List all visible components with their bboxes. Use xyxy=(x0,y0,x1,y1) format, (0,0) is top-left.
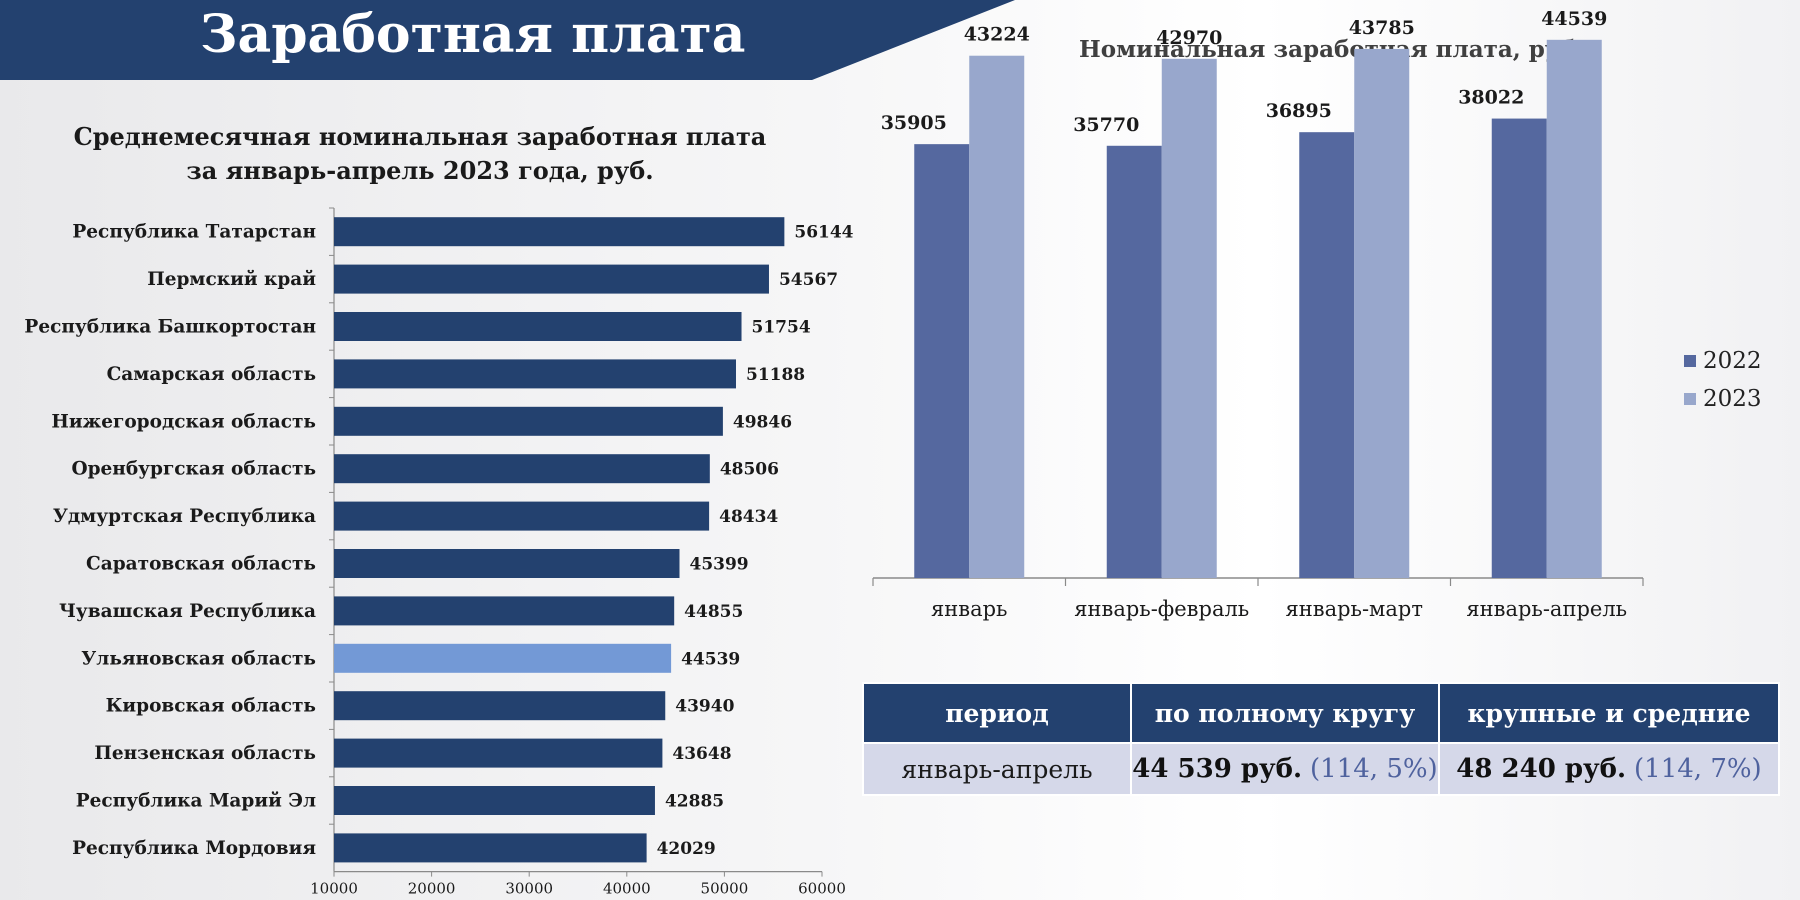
bar-chart-bar xyxy=(334,786,655,815)
bar-chart-title-line-2: за январь-апрель 2023 года, руб. xyxy=(186,156,654,185)
bar-chart-title: Среднемесячная номинальная заработная пл… xyxy=(40,120,800,188)
column-chart-bar-2023 xyxy=(1161,58,1217,578)
column-chart-bar-2022 xyxy=(914,144,970,578)
summary-table-header-row: период по полному кругу крупные и средни… xyxy=(862,682,1780,744)
legend-swatch-2023 xyxy=(1684,393,1696,405)
bar-chart-data-label: 45399 xyxy=(689,555,748,575)
column-chart-data-label: 44539 xyxy=(1541,8,1607,30)
cell-full-circle: 44 539 руб. (114, 5%) xyxy=(1130,742,1440,796)
bar-chart-x-tick-label: 60000 xyxy=(798,880,846,898)
column-chart-bar-2023 xyxy=(1546,39,1602,578)
bar-chart-category-label: Республика Мордовия xyxy=(72,838,316,859)
bar-chart-title-line-1: Среднемесячная номинальная заработная пл… xyxy=(73,122,767,151)
legend-label-2022: 2022 xyxy=(1703,348,1762,374)
bar-chart-bar xyxy=(334,312,742,341)
large-medium-value: 48 240 руб. xyxy=(1456,754,1627,784)
column-chart-category-label: январь-февраль xyxy=(1074,597,1249,621)
legend-swatch-2022 xyxy=(1684,355,1696,367)
bar-chart-category-label: Саратовская область xyxy=(86,554,316,575)
bar-chart-category-label: Удмуртская Республика xyxy=(53,506,316,527)
bar-chart-x-tick-label: 50000 xyxy=(701,880,749,898)
column-chart-legend: 2022 2023 xyxy=(1684,342,1762,418)
column-chart-data-label: 43224 xyxy=(964,24,1030,46)
header-period: период xyxy=(862,682,1132,744)
bar-chart-data-label: 48506 xyxy=(720,460,779,480)
bar-chart-bar xyxy=(334,359,736,389)
bar-chart-data-label: 54567 xyxy=(779,270,838,290)
bar-chart-category-label: Нижегородская область xyxy=(51,411,316,432)
bar-chart-data-label: 56144 xyxy=(794,223,853,243)
page-title: Заработная плата xyxy=(200,4,746,65)
bar-chart-category-label: Чувашская Республика xyxy=(59,601,316,622)
bar-chart-data-label: 44539 xyxy=(681,649,740,669)
legend-item-2023: 2023 xyxy=(1684,380,1762,418)
cell-large-medium: 48 240 руб. (114, 7%) xyxy=(1438,742,1780,796)
large-medium-percent: (114, 7%) xyxy=(1634,754,1762,784)
column-chart-bar-2022 xyxy=(1491,118,1547,578)
bar-chart-category-label: Республика Татарстан xyxy=(72,222,316,243)
column-chart-data-label: 43785 xyxy=(1349,17,1415,39)
column-chart-bar-2023 xyxy=(969,55,1025,578)
bar-chart-category-label: Пензенская область xyxy=(94,743,316,764)
full-circle-percent: (114, 5%) xyxy=(1310,754,1438,784)
column-chart-category-label: январь-апрель xyxy=(1466,597,1627,621)
summary-table: период по полному кругу крупные и средни… xyxy=(862,682,1780,796)
bar-chart-bar xyxy=(334,596,675,626)
bar-chart-x-tick-label: 30000 xyxy=(505,880,553,898)
column-chart-bar-2023 xyxy=(1354,48,1410,578)
bar-chart-bar xyxy=(334,833,647,863)
header-banner xyxy=(0,0,1015,80)
header-large-medium: крупные и средние xyxy=(1438,682,1780,744)
bar-chart-x-tick-label: 10000 xyxy=(310,880,358,898)
bar-chart-data-label: 44855 xyxy=(684,602,743,622)
bar-chart-category-label: Оренбургская область xyxy=(71,459,316,480)
bar-chart-data-label: 43940 xyxy=(675,697,734,717)
column-chart-category-label: январь-март xyxy=(1286,597,1423,621)
column-chart-title: Номинальная заработная плата, руб. xyxy=(1079,36,1583,63)
bar-chart-bar xyxy=(334,738,663,768)
column-chart-data-label: 36895 xyxy=(1266,100,1332,122)
column-chart-data-label: 38022 xyxy=(1458,87,1524,109)
column-chart-data-label: 35770 xyxy=(1073,114,1139,136)
bar-chart-category-label: Республика Башкортостан xyxy=(24,317,316,338)
cell-period: январь-апрель xyxy=(862,742,1132,796)
bar-chart-category-label: Ульяновская область xyxy=(81,648,316,669)
bar-chart-category-label: Самарская область xyxy=(107,364,316,385)
bar-chart-bar xyxy=(334,501,710,531)
bar-chart-data-label: 49846 xyxy=(733,412,792,432)
column-chart-data-label: 35905 xyxy=(881,112,947,134)
summary-table-row: январь-апрель 44 539 руб. (114, 5%) 48 2… xyxy=(862,742,1780,796)
full-circle-value: 44 539 руб. xyxy=(1132,754,1303,784)
bar-chart-x-tick-label: 20000 xyxy=(408,880,456,898)
bar-chart-bar xyxy=(334,454,710,484)
bar-chart-bar xyxy=(334,406,723,436)
bar-chart-data-label: 42885 xyxy=(665,792,724,812)
bar-chart-bar xyxy=(334,264,769,294)
legend-label-2023: 2023 xyxy=(1703,386,1762,412)
bar-chart-data-label: 42029 xyxy=(657,839,716,859)
column-chart-data-label: 42970 xyxy=(1156,27,1222,49)
bar-chart-category-label: Республика Марий Эл xyxy=(76,791,316,812)
bar-chart-data-label: 51188 xyxy=(746,365,805,385)
bar-chart-category-label: Кировская область xyxy=(106,696,316,717)
bar-chart-data-label: 51754 xyxy=(752,318,811,338)
legend-item-2022: 2022 xyxy=(1684,342,1762,380)
bar-chart-data-label: 43648 xyxy=(672,744,731,764)
regions-bar-chart: Республика Татарстан 56144 Пермский край 54… xyxy=(24,207,854,898)
column-chart-bar-2022 xyxy=(1299,132,1355,578)
column-chart-category-label: январь xyxy=(931,597,1007,621)
bar-chart-bar xyxy=(334,643,672,673)
column-chart-bar-2022 xyxy=(1106,145,1162,578)
bar-chart-bar xyxy=(334,217,785,247)
bar-chart-bar xyxy=(334,691,666,721)
bar-chart-bar xyxy=(334,549,680,578)
bar-chart-x-tick-label: 40000 xyxy=(603,880,651,898)
bar-chart-data-label: 48434 xyxy=(719,507,778,527)
bar-chart-category-label: Пермский край xyxy=(147,269,316,290)
monthly-column-chart: 35905 43224 январь 35770 42970 январь-февраль… xyxy=(872,8,1644,621)
header-full-circle: по полному кругу xyxy=(1130,682,1440,744)
